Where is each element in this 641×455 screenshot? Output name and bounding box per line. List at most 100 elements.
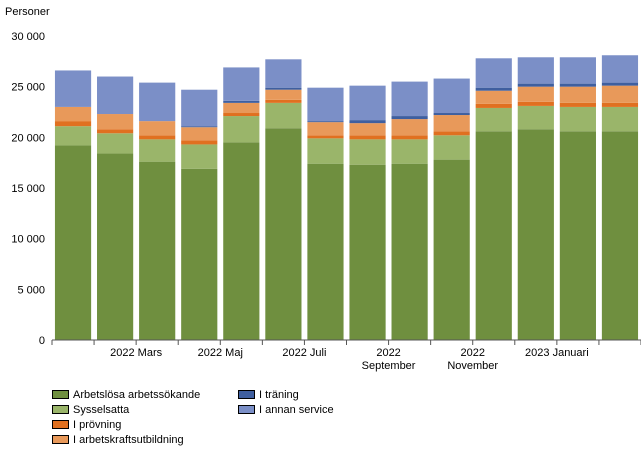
- x-tick-label: 2022 Juli: [282, 347, 326, 359]
- bar-segment: [54, 145, 92, 340]
- bar-segment: [433, 131, 470, 136]
- chart: Personer 0 5 000 10 000 15 000 20 000 25 000 3…: [5, 6, 641, 372]
- legend-swatch: [52, 390, 69, 399]
- x-tick-label: 2022: [460, 347, 484, 359]
- bar-segment: [181, 89, 218, 127]
- bar-segment: [139, 161, 176, 340]
- x-tick-label: 2022 Maj: [198, 347, 243, 359]
- bar-segment: [517, 57, 554, 84]
- bar-segment: [475, 103, 512, 108]
- bar-segment: [307, 87, 344, 122]
- bar-segment: [139, 139, 176, 162]
- legend-item: I arbetskraftsutbildning: [52, 433, 184, 446]
- bar-segment: [475, 131, 512, 340]
- legend-label: Arbetslösa arbetssökande: [73, 388, 201, 401]
- bar-segment: [97, 133, 134, 154]
- bar-segment: [223, 113, 260, 117]
- bar-segment: [181, 144, 218, 169]
- bar-segment: [391, 163, 428, 340]
- bar-segment: [559, 106, 596, 132]
- bar-segment: [517, 86, 554, 102]
- bar-segment: [349, 85, 386, 121]
- bar-segment: [517, 83, 554, 87]
- bar-segment: [517, 129, 554, 340]
- legend-swatch: [52, 435, 69, 444]
- bar-segment: [97, 129, 134, 134]
- bar-segment: [307, 135, 344, 139]
- y-tick-label: 0: [39, 335, 45, 347]
- bar-segment: [307, 121, 344, 123]
- bar-segment: [349, 164, 386, 340]
- bar-segment: [601, 131, 639, 340]
- bar-segment: [307, 138, 344, 164]
- bar-segment: [97, 153, 134, 340]
- y-tick-label: 5 000: [17, 284, 45, 296]
- bar-segment: [265, 89, 302, 100]
- bar-segment: [181, 168, 218, 340]
- legend-item: Sysselsatta: [52, 403, 129, 416]
- bar-segment: [265, 87, 302, 90]
- bar-segment: [391, 81, 428, 117]
- bar-segment: [139, 121, 176, 136]
- bar-segment: [223, 67, 260, 101]
- bar-segment: [139, 135, 176, 140]
- bar-segment: [307, 163, 344, 340]
- bar-segment: [433, 159, 470, 340]
- bar-segment: [349, 123, 386, 136]
- x-tick-label: 2023 Januari: [525, 347, 589, 359]
- bar-segment: [391, 135, 428, 140]
- bar-segment: [601, 82, 639, 86]
- legend-label: I arbetskraftsutbildning: [73, 433, 184, 446]
- bar-segment: [223, 116, 260, 143]
- legend-item: I annan service: [238, 403, 334, 416]
- bar-segment: [601, 106, 639, 132]
- bar-segment: [601, 55, 639, 83]
- legend: Arbetslösa arbetssökande Sysselsatta I prö…: [52, 388, 612, 454]
- legend-swatch: [238, 405, 255, 414]
- bar-segment: [475, 58, 512, 88]
- bar-segment: [223, 142, 260, 340]
- y-tick-label: 15 000: [11, 183, 45, 195]
- bar-segment: [223, 102, 260, 114]
- x-tick-label: September: [362, 360, 416, 372]
- bar-segment: [54, 121, 92, 127]
- bar-segment: [307, 122, 344, 136]
- bar-segment: [349, 120, 386, 124]
- y-tick-label: 20 000: [11, 132, 45, 144]
- y-axis-title: Personer: [5, 6, 50, 18]
- bar-segment: [265, 102, 302, 129]
- bar-segment: [559, 57, 596, 84]
- bar-segment: [391, 116, 428, 120]
- y-tick-label: 25 000: [11, 82, 45, 94]
- bar-segment: [54, 106, 92, 122]
- bar-segment: [181, 126, 218, 128]
- bar-segment: [181, 140, 218, 145]
- bar-segment: [433, 78, 470, 114]
- bar-segment: [475, 107, 512, 132]
- bar-segment: [433, 113, 470, 116]
- bar-segment: [139, 82, 176, 122]
- y-tick-label: 30 000: [11, 31, 45, 43]
- bar-segment: [475, 87, 512, 91]
- y-tick-label: 10 000: [11, 234, 45, 246]
- bar-segment: [97, 114, 134, 130]
- legend-swatch: [238, 390, 255, 399]
- bar-segment: [559, 131, 596, 340]
- bar-segment: [559, 102, 596, 107]
- x-tick-label: November: [447, 360, 498, 372]
- bar-segment: [54, 70, 92, 107]
- bar-segment: [54, 126, 92, 146]
- bar-segment: [475, 90, 512, 104]
- bar-segment: [433, 135, 470, 160]
- legend-item: Arbetslösa arbetssökande: [52, 388, 200, 401]
- bar-segment: [559, 83, 596, 87]
- bar-segment: [181, 127, 218, 141]
- bar-segment: [391, 119, 428, 136]
- legend-label: I träning: [259, 388, 299, 401]
- bar-segment: [433, 115, 470, 132]
- bar-segment: [349, 139, 386, 165]
- legend-label: Sysselsatta: [73, 403, 130, 416]
- legend-label: I prövning: [73, 418, 122, 431]
- x-tick-label: 2022: [376, 347, 400, 359]
- bar-segment: [517, 105, 554, 130]
